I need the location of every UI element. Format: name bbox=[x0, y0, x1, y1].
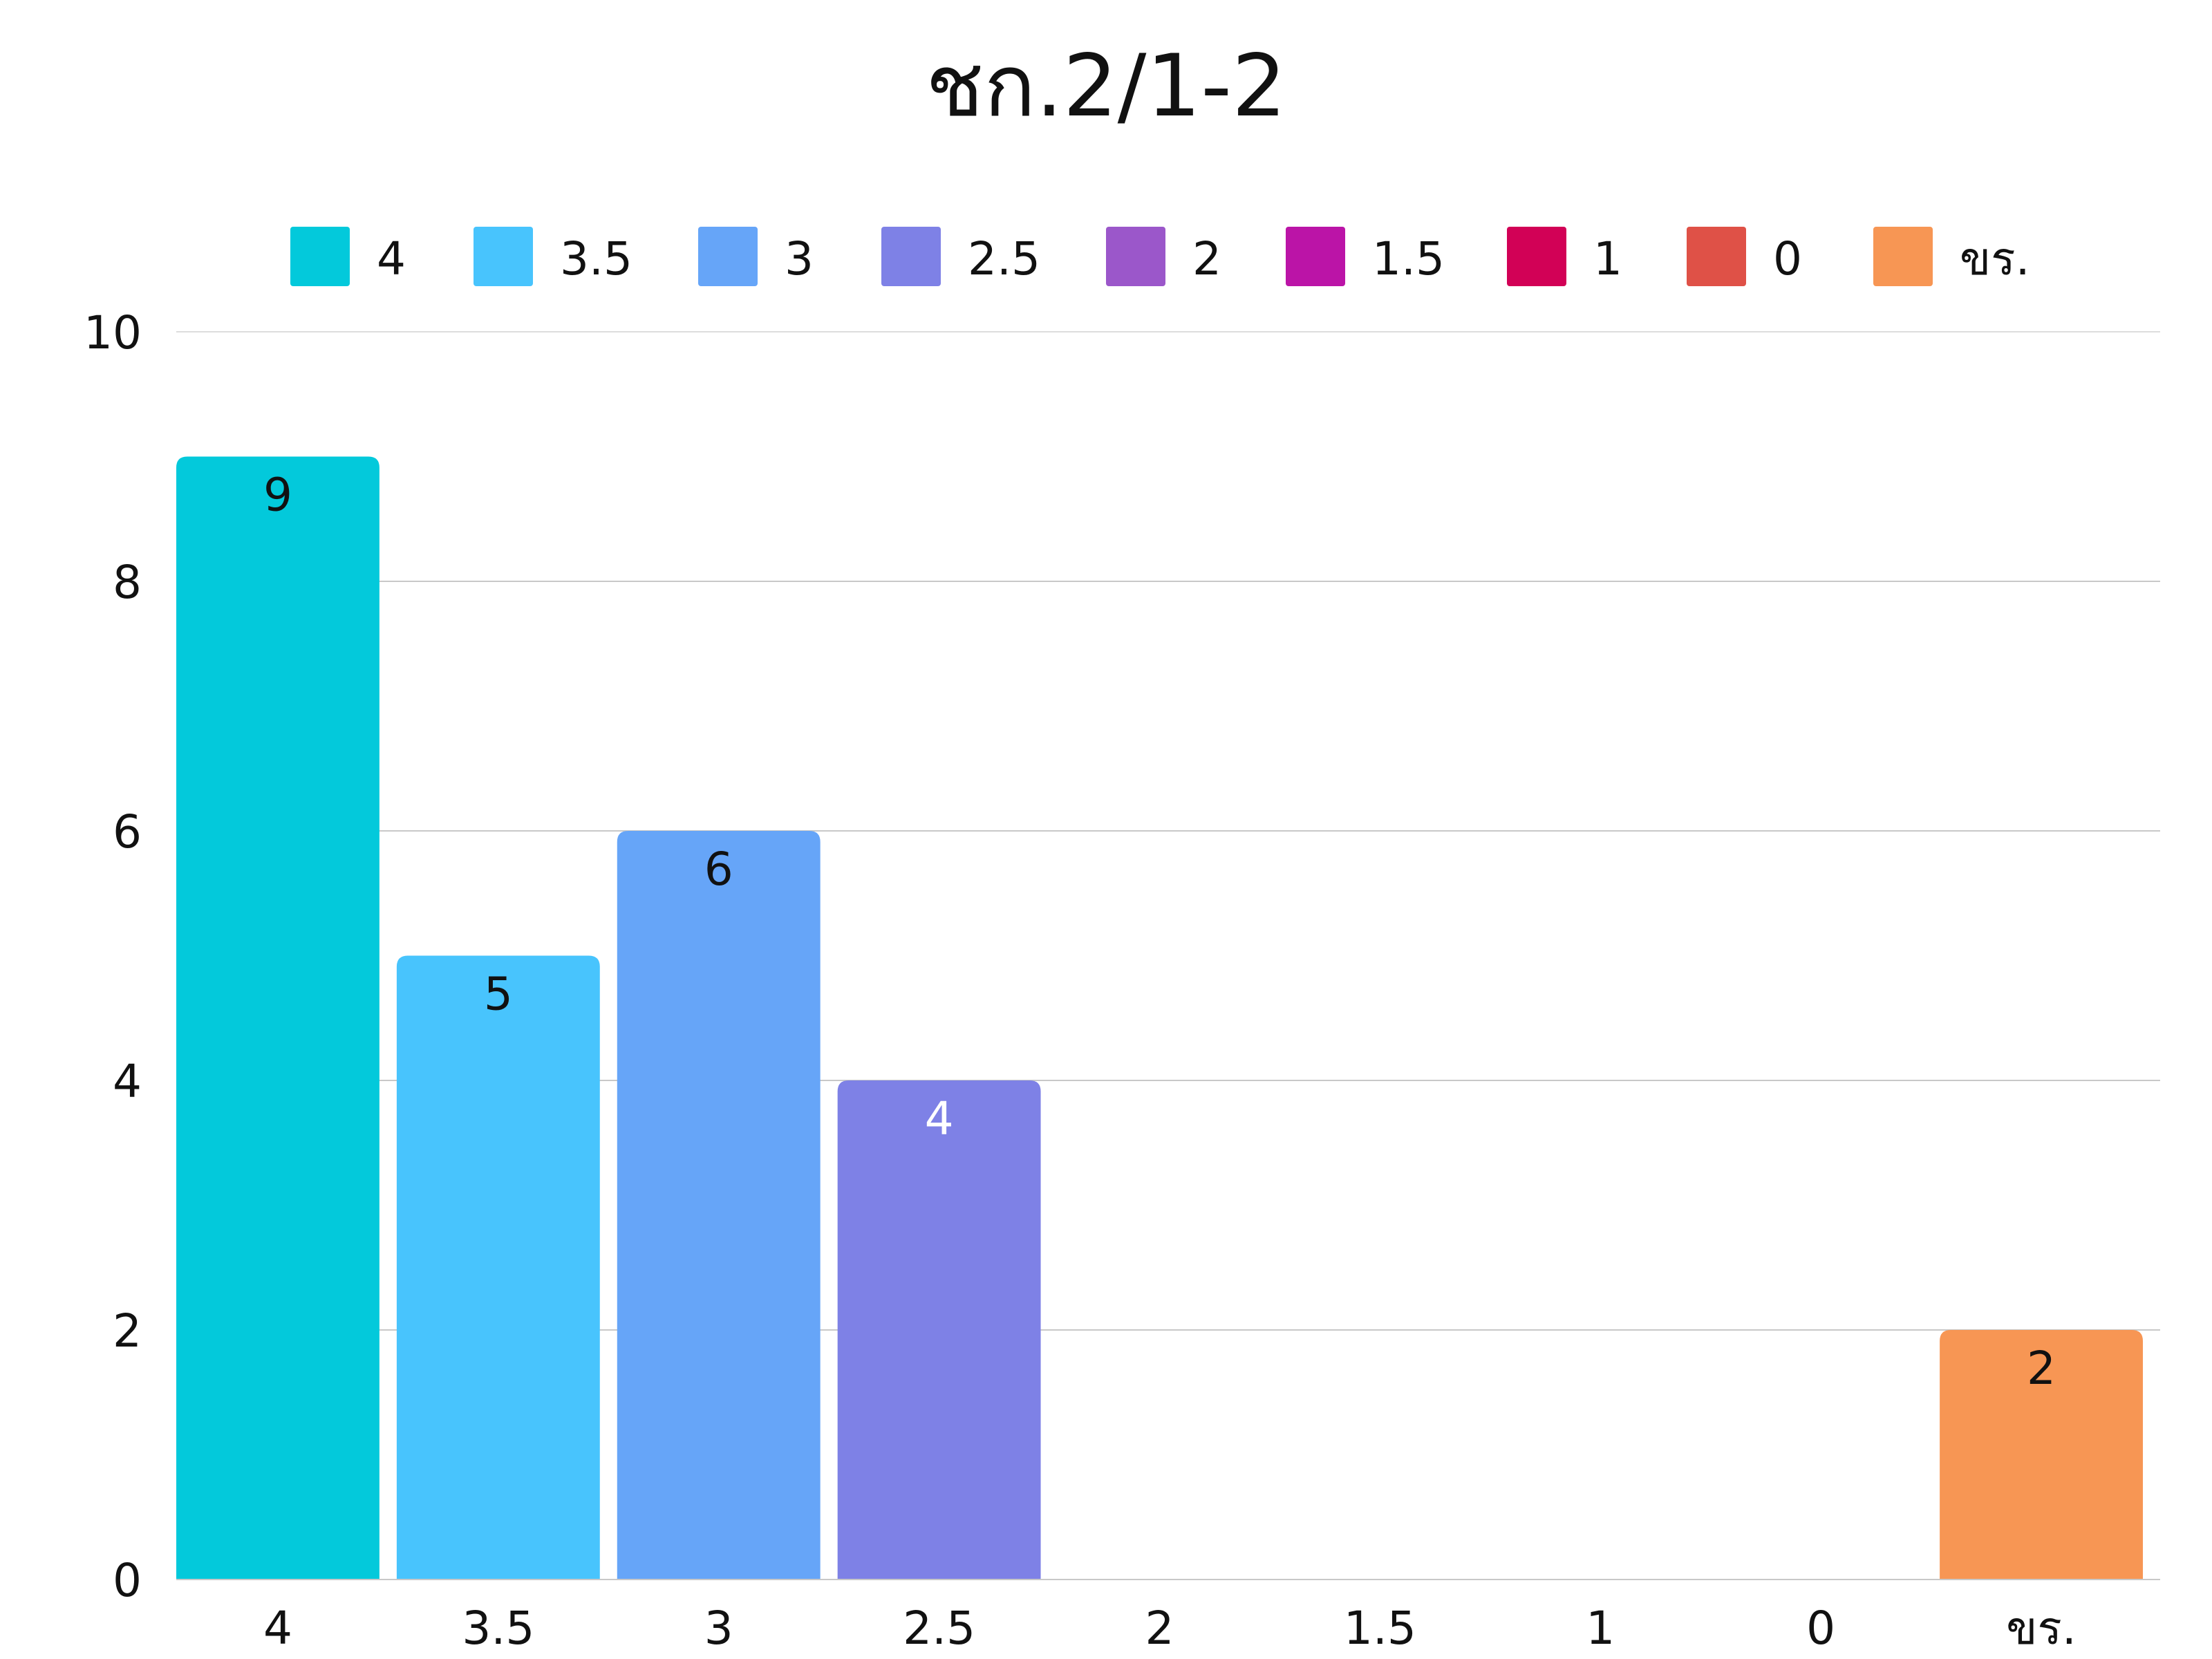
y-tick-label: 2 bbox=[113, 1304, 142, 1358]
x-tick-label: 3.5 bbox=[462, 1602, 534, 1655]
legend-label: 3.5 bbox=[560, 232, 632, 285]
legend-swatch bbox=[1507, 227, 1566, 286]
x-tick-label: 2.5 bbox=[903, 1602, 975, 1655]
y-tick-label: 4 bbox=[113, 1055, 142, 1108]
legend-swatch bbox=[1286, 227, 1345, 286]
bar bbox=[396, 955, 600, 1580]
legend-swatch bbox=[474, 227, 533, 286]
legend-swatch bbox=[290, 227, 350, 286]
data-label: 6 bbox=[704, 843, 733, 896]
x-tick-label: 3 bbox=[704, 1602, 733, 1655]
x-tick-label: 4 bbox=[263, 1602, 292, 1655]
legend-label: 2.5 bbox=[968, 232, 1040, 285]
data-label: 9 bbox=[263, 469, 292, 522]
legend-label: 1 bbox=[1593, 232, 1622, 285]
x-tick-label: ขร. bbox=[2006, 1602, 2077, 1655]
x-tick-label: 1.5 bbox=[1344, 1602, 1416, 1655]
legend-label: 3 bbox=[785, 232, 814, 285]
legend-swatch bbox=[881, 227, 941, 286]
x-tick-label: 2 bbox=[1145, 1602, 1174, 1655]
bar bbox=[837, 1080, 1041, 1580]
legend-label: ขร. bbox=[1960, 232, 2030, 285]
legend-swatch bbox=[698, 227, 758, 286]
data-label: 2 bbox=[2027, 1342, 2056, 1395]
y-tick-label: 8 bbox=[113, 556, 142, 609]
legend-swatch bbox=[1687, 227, 1746, 286]
x-tick-label: 1 bbox=[1586, 1602, 1615, 1655]
bar bbox=[176, 456, 379, 1580]
y-tick-label: 10 bbox=[84, 306, 142, 359]
bar bbox=[617, 831, 821, 1580]
legend-label: 1.5 bbox=[1372, 232, 1445, 285]
data-label: 5 bbox=[484, 968, 513, 1021]
x-tick-label: 0 bbox=[1806, 1602, 1835, 1655]
legend-swatch bbox=[1106, 227, 1165, 286]
data-label: 4 bbox=[925, 1092, 954, 1145]
bar bbox=[1940, 1330, 2143, 1580]
legend-label: 0 bbox=[1773, 232, 1802, 285]
legend-label: 2 bbox=[1192, 232, 1221, 285]
y-tick-label: 6 bbox=[113, 805, 142, 859]
legend-swatch bbox=[1873, 227, 1933, 286]
y-tick-label: 0 bbox=[113, 1554, 142, 1607]
legend-label: 4 bbox=[377, 232, 406, 285]
chart-title: ชก.2/1-2 bbox=[926, 37, 1286, 136]
